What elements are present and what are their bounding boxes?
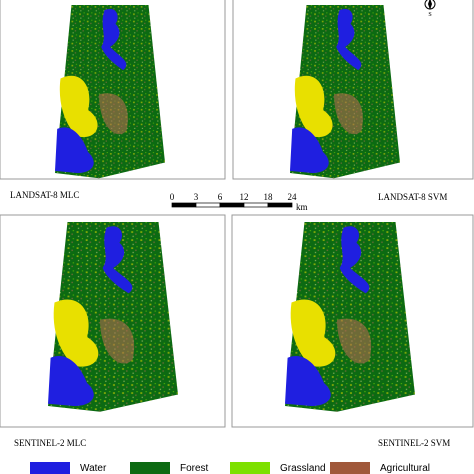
- panel-frame: [0, 214, 226, 428]
- legend-label: Water: [80, 463, 107, 474]
- scale-label: 18: [264, 192, 274, 202]
- panel-label: SENTINEL-2 MLC: [14, 438, 86, 448]
- legend-label: Agricultural: [380, 463, 430, 474]
- legend-swatch: [330, 462, 370, 474]
- classified-map: [290, 5, 400, 179]
- scale-label: 6: [218, 192, 223, 202]
- scale-label: 24: [288, 192, 298, 202]
- scale-segment: [243, 202, 269, 208]
- scale-label: 12: [240, 192, 249, 202]
- panel-label: LANDSAT-8 MLC: [10, 190, 79, 200]
- scale-segment: [195, 202, 221, 208]
- classified-map: [285, 222, 415, 412]
- scale-label: 3: [194, 192, 199, 202]
- north-arrow: S: [424, 0, 436, 18]
- legend-swatch: [130, 462, 170, 474]
- legend-label: Grassland: [280, 463, 326, 474]
- scale-unit: km: [296, 202, 308, 212]
- scale-segment: [219, 202, 245, 208]
- panel-label: LANDSAT-8 SVM: [378, 192, 447, 202]
- legend-swatch: [30, 462, 70, 474]
- north-label: S: [428, 12, 431, 18]
- scale-label: 0: [170, 192, 175, 202]
- scale-segment: [171, 202, 197, 208]
- legend-label: Forest: [180, 463, 209, 474]
- panel-label: SENTINEL-2 SVM: [378, 438, 450, 448]
- legend-swatch: [230, 462, 270, 474]
- panel-frame: [232, 0, 474, 180]
- scale-segment: [267, 202, 293, 208]
- legend: Water Forest Grassland Agricultural: [30, 462, 430, 474]
- classified-map: [48, 222, 178, 412]
- panel-frame: [231, 214, 474, 428]
- panel-frame: [0, 0, 226, 180]
- classified-map: [55, 5, 165, 179]
